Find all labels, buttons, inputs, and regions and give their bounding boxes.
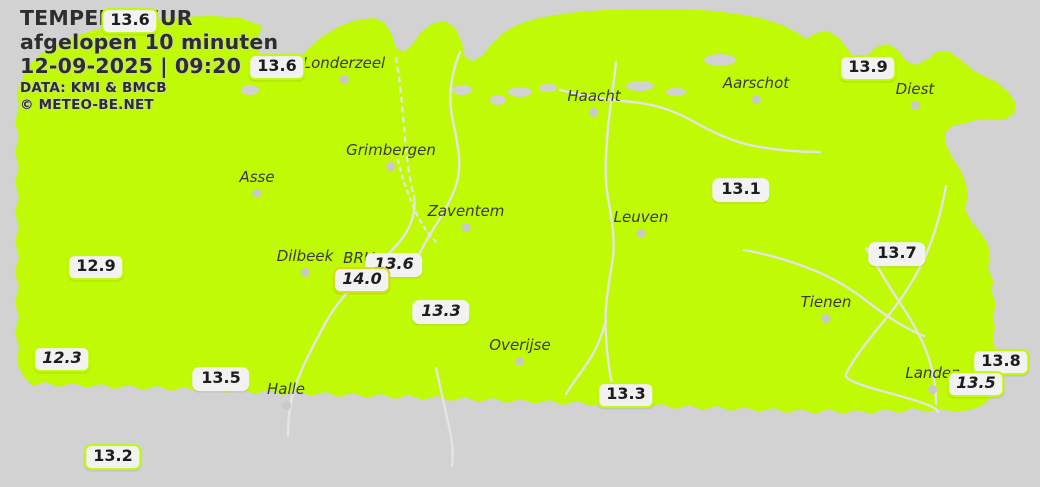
- water-bodies: [241, 54, 736, 105]
- border-landen: [864, 246, 938, 406]
- lake-8: [241, 85, 259, 95]
- temperature-badge[interactable]: 13.2: [84, 444, 142, 470]
- copyright: © METEO-BE.NET: [20, 97, 154, 114]
- border-dotted-west: [394, 56, 416, 198]
- border-tienen-landen: [742, 248, 926, 338]
- temperature-badge[interactable]: 13.5: [192, 367, 250, 391]
- river-dijle: [604, 60, 618, 396]
- lake-3: [539, 84, 557, 92]
- green-landmass: [15, 9, 1016, 414]
- border-leuven-overijse: [564, 318, 608, 396]
- border-haacht-aarschot: [558, 88, 822, 154]
- temperature-badge[interactable]: 13.6: [248, 54, 306, 80]
- lake-4: [626, 81, 654, 91]
- temperature-badge[interactable]: 13.7: [868, 242, 926, 266]
- temperature-badge[interactable]: 13.3: [412, 300, 470, 324]
- lake-2: [508, 87, 532, 97]
- temperature-badge[interactable]: 13.5: [947, 371, 1005, 397]
- date-text: 12-09-2025: [20, 54, 154, 79]
- timestamp-line: 12-09-2025 | 09:20: [20, 54, 278, 78]
- border-brussels-ring: [286, 194, 416, 438]
- lake-5: [666, 88, 686, 96]
- temperature-badge[interactable]: 12.9: [67, 254, 125, 280]
- river-zenne: [412, 50, 462, 274]
- border-halle: [434, 366, 454, 468]
- temperature-badge[interactable]: 13.9: [839, 55, 897, 81]
- data-source: DATA: KMI & BMCB: [20, 79, 167, 96]
- temperature-badge[interactable]: 13.3: [597, 382, 655, 408]
- separator: |: [160, 54, 168, 79]
- page-subtitle: afgelopen 10 minuten: [20, 30, 279, 55]
- border-east: [844, 184, 948, 414]
- border-brussels-inner: [396, 158, 440, 246]
- lake-1: [490, 95, 506, 105]
- lake-7: [704, 54, 736, 66]
- temperature-badge-obscured[interactable]: 13.6: [101, 8, 159, 34]
- time-text: 09:20: [174, 54, 242, 79]
- internal-borders: [286, 50, 948, 468]
- temperature-badge[interactable]: 12.3: [33, 346, 91, 372]
- temperature-badge[interactable]: 13.1: [712, 178, 770, 202]
- temperature-badge-max[interactable]: 14.0: [333, 267, 391, 293]
- lake-6: [452, 85, 472, 95]
